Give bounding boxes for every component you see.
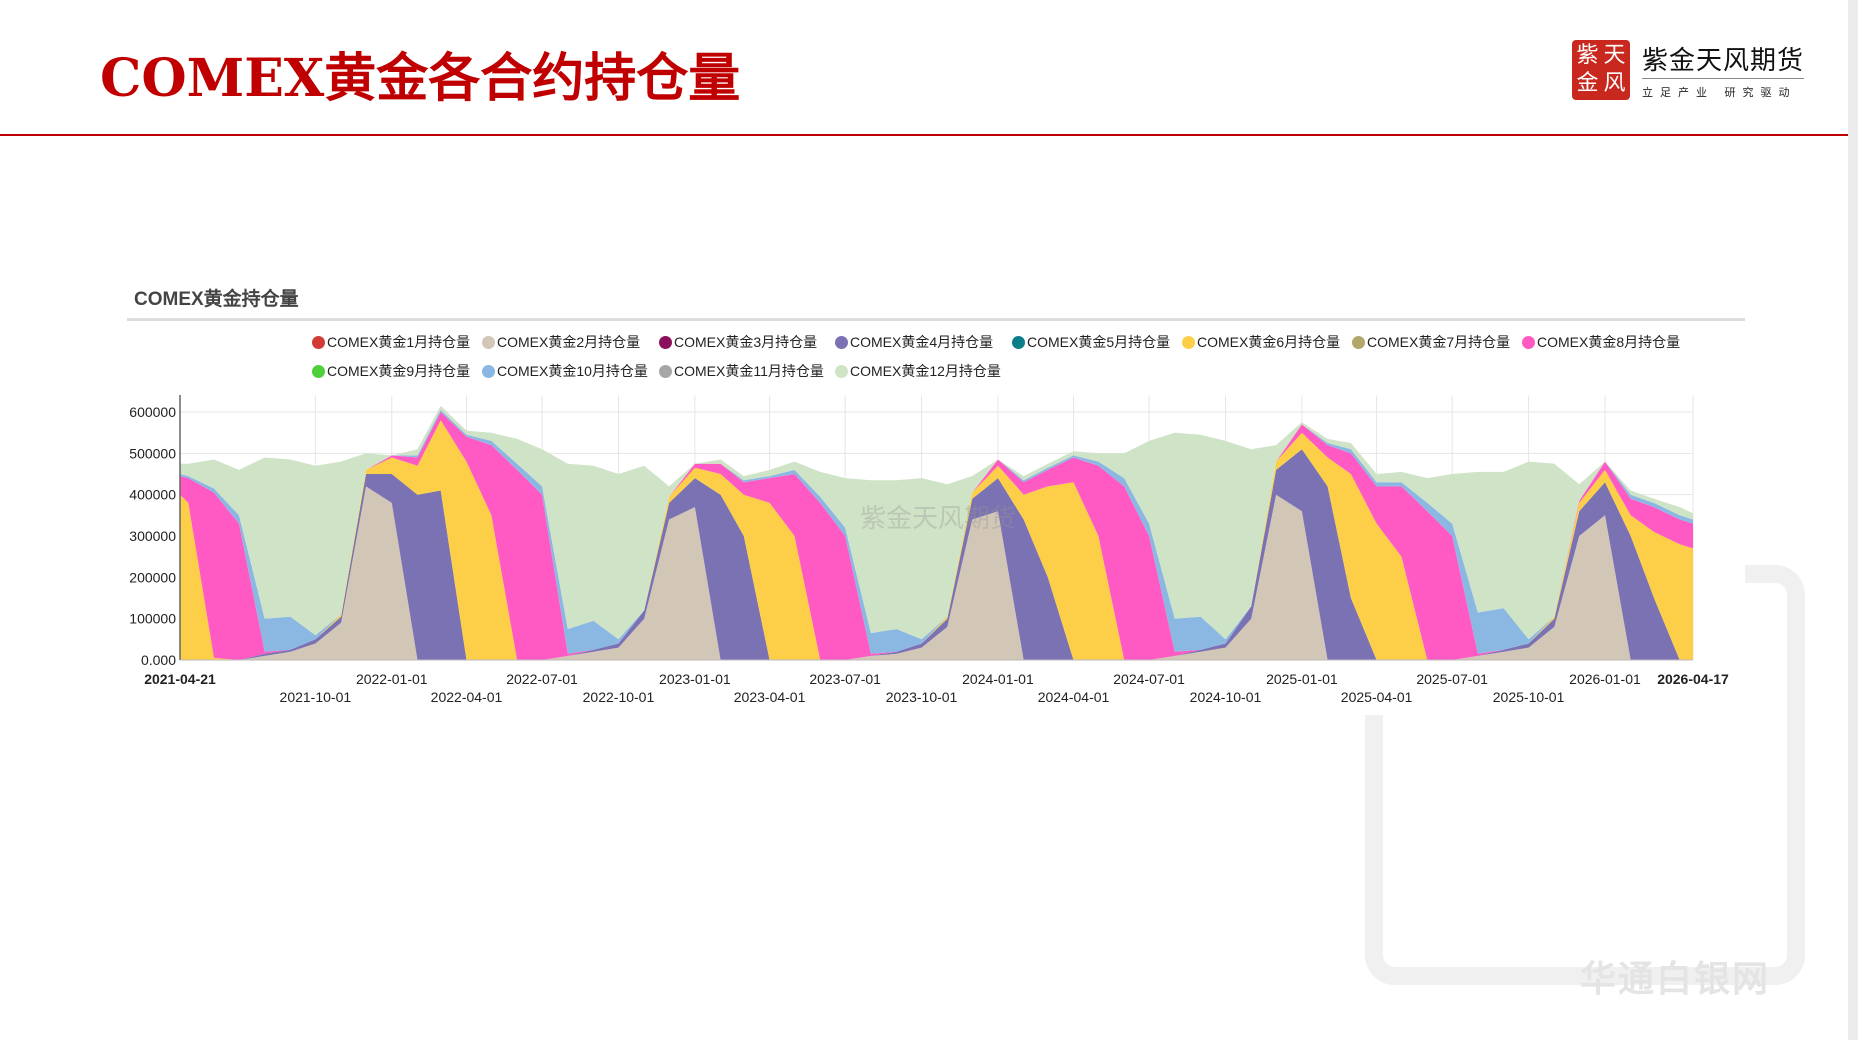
legend-swatch-icon: [1012, 335, 1025, 349]
x-tick-label: 2025-07-01: [1416, 671, 1488, 687]
legend-swatch-icon: [482, 335, 495, 349]
legend-label: COMEX黄金4月持仓量: [850, 334, 994, 350]
x-tick-label: 2026-04-17: [1657, 671, 1729, 687]
x-tick-label: 2021-04-21: [144, 671, 216, 687]
seal-char: 紫: [1576, 43, 1599, 68]
y-tick-label: 600000: [129, 404, 176, 420]
x-tick-label: 2021-10-01: [280, 689, 352, 705]
legend-swatch-icon: [835, 364, 848, 378]
chart-title: COMEX黄金持仓量: [134, 289, 299, 310]
x-tick-label: 2024-07-01: [1113, 671, 1185, 687]
x-tick-label: 2022-10-01: [583, 689, 655, 705]
legend-item[interactable]: COMEX黄金3月持仓量: [659, 332, 817, 352]
legend-swatch-icon: [1352, 335, 1365, 349]
seal-char: 风: [1603, 71, 1626, 96]
y-tick-label: 300000: [129, 528, 176, 544]
brand-slogan: 立足产业 研究驱动: [1642, 86, 1797, 99]
x-tick-label: 2025-04-01: [1341, 689, 1413, 705]
legend-label: COMEX黄金2月持仓量: [497, 334, 641, 350]
legend-swatch-icon: [659, 335, 672, 349]
legend-label: COMEX黄金10月持仓量: [497, 363, 648, 379]
x-tick-label: 2022-01-01: [356, 671, 428, 687]
legend-label: COMEX黄金11月持仓量: [674, 363, 824, 379]
company-logo: 紫天金风 紫金天风期货 立足产业 研究驱动: [1572, 38, 1812, 106]
legend-swatch-icon: [312, 364, 325, 378]
legend-label: COMEX黄金1月持仓量: [327, 334, 471, 350]
legend-label: COMEX黄金8月持仓量: [1537, 334, 1681, 350]
legend-swatch-icon: [659, 364, 672, 378]
y-tick-label: 100000: [129, 611, 176, 627]
legend-item[interactable]: COMEX黄金1月持仓量: [312, 332, 470, 352]
legend-swatch-icon: [482, 364, 495, 378]
area-series-4-month: [180, 449, 1693, 660]
seal-logo-icon: 紫天金风: [1572, 40, 1630, 100]
x-tick-label: 2023-10-01: [886, 689, 958, 705]
x-tick-label: 2024-10-01: [1190, 689, 1262, 705]
page-title: COMEX黄金各合约持仓量: [100, 48, 741, 109]
brand-divider: [1642, 78, 1804, 79]
legend-label: COMEX黄金12月持仓量: [850, 363, 1001, 379]
area-series-2-month: [180, 486, 1693, 660]
header-divider: [0, 134, 1848, 136]
legend-label: COMEX黄金6月持仓量: [1197, 334, 1341, 350]
y-tick-label: 200000: [129, 569, 176, 585]
legend-swatch-icon: [312, 335, 325, 349]
legend-item[interactable]: COMEX黄金10月持仓量: [482, 361, 648, 381]
legend-item[interactable]: COMEX黄金6月持仓量: [1182, 332, 1340, 352]
legend-item[interactable]: COMEX黄金2月持仓量: [482, 332, 640, 352]
x-tick-label: 2024-04-01: [1038, 689, 1110, 705]
legend-swatch-icon: [1522, 335, 1535, 349]
area-series-8-month: [180, 412, 1693, 660]
x-tick-label: 2022-04-01: [431, 689, 503, 705]
legend-item[interactable]: COMEX黄金4月持仓量: [835, 332, 993, 352]
legend-label: COMEX黄金7月持仓量: [1367, 334, 1511, 350]
watermark-site: 华通白银网: [1580, 959, 1771, 1000]
seal-char: 金: [1576, 71, 1599, 96]
chart-title-divider: [127, 318, 1745, 321]
x-tick-label: 2023-07-01: [809, 671, 881, 687]
legend-item[interactable]: COMEX黄金12月持仓量: [835, 361, 1001, 381]
legend-swatch-icon: [1182, 335, 1195, 349]
legend-item[interactable]: COMEX黄金5月持仓量: [1012, 332, 1170, 352]
y-tick-label: 0.000: [141, 652, 176, 668]
area-series-12-month: [180, 405, 1693, 640]
x-tick-label: 2025-01-01: [1266, 671, 1338, 687]
legend-label: COMEX黄金5月持仓量: [1027, 334, 1171, 350]
area-series-6-month: [180, 420, 1693, 660]
x-tick-label: 2023-04-01: [734, 689, 806, 705]
legend-item[interactable]: COMEX黄金9月持仓量: [312, 361, 470, 381]
x-tick-label: 2023-01-01: [659, 671, 731, 687]
legend-label: COMEX黄金9月持仓量: [327, 363, 471, 379]
chart-watermark: 紫金天风期货: [860, 504, 1017, 534]
area-series-10-month: [180, 409, 1693, 654]
legend-item[interactable]: COMEX黄金8月持仓量: [1522, 332, 1680, 352]
legend-swatch-icon: [835, 335, 848, 349]
y-tick-label: 400000: [129, 487, 176, 503]
brand-name: 紫金天风期货: [1642, 46, 1805, 76]
legend-item[interactable]: COMEX黄金11月持仓量: [659, 361, 824, 381]
seal-char: 天: [1603, 43, 1626, 68]
x-tick-label: 2025-10-01: [1493, 689, 1565, 705]
x-tick-label: 2022-07-01: [506, 671, 578, 687]
x-tick-label: 2024-01-01: [962, 671, 1034, 687]
x-tick-label: 2026-01-01: [1569, 671, 1641, 687]
y-tick-label: 500000: [129, 445, 176, 461]
scrollbar[interactable]: [1848, 0, 1858, 1040]
legend-label: COMEX黄金3月持仓量: [674, 334, 818, 350]
legend-item[interactable]: COMEX黄金7月持仓量: [1352, 332, 1510, 352]
